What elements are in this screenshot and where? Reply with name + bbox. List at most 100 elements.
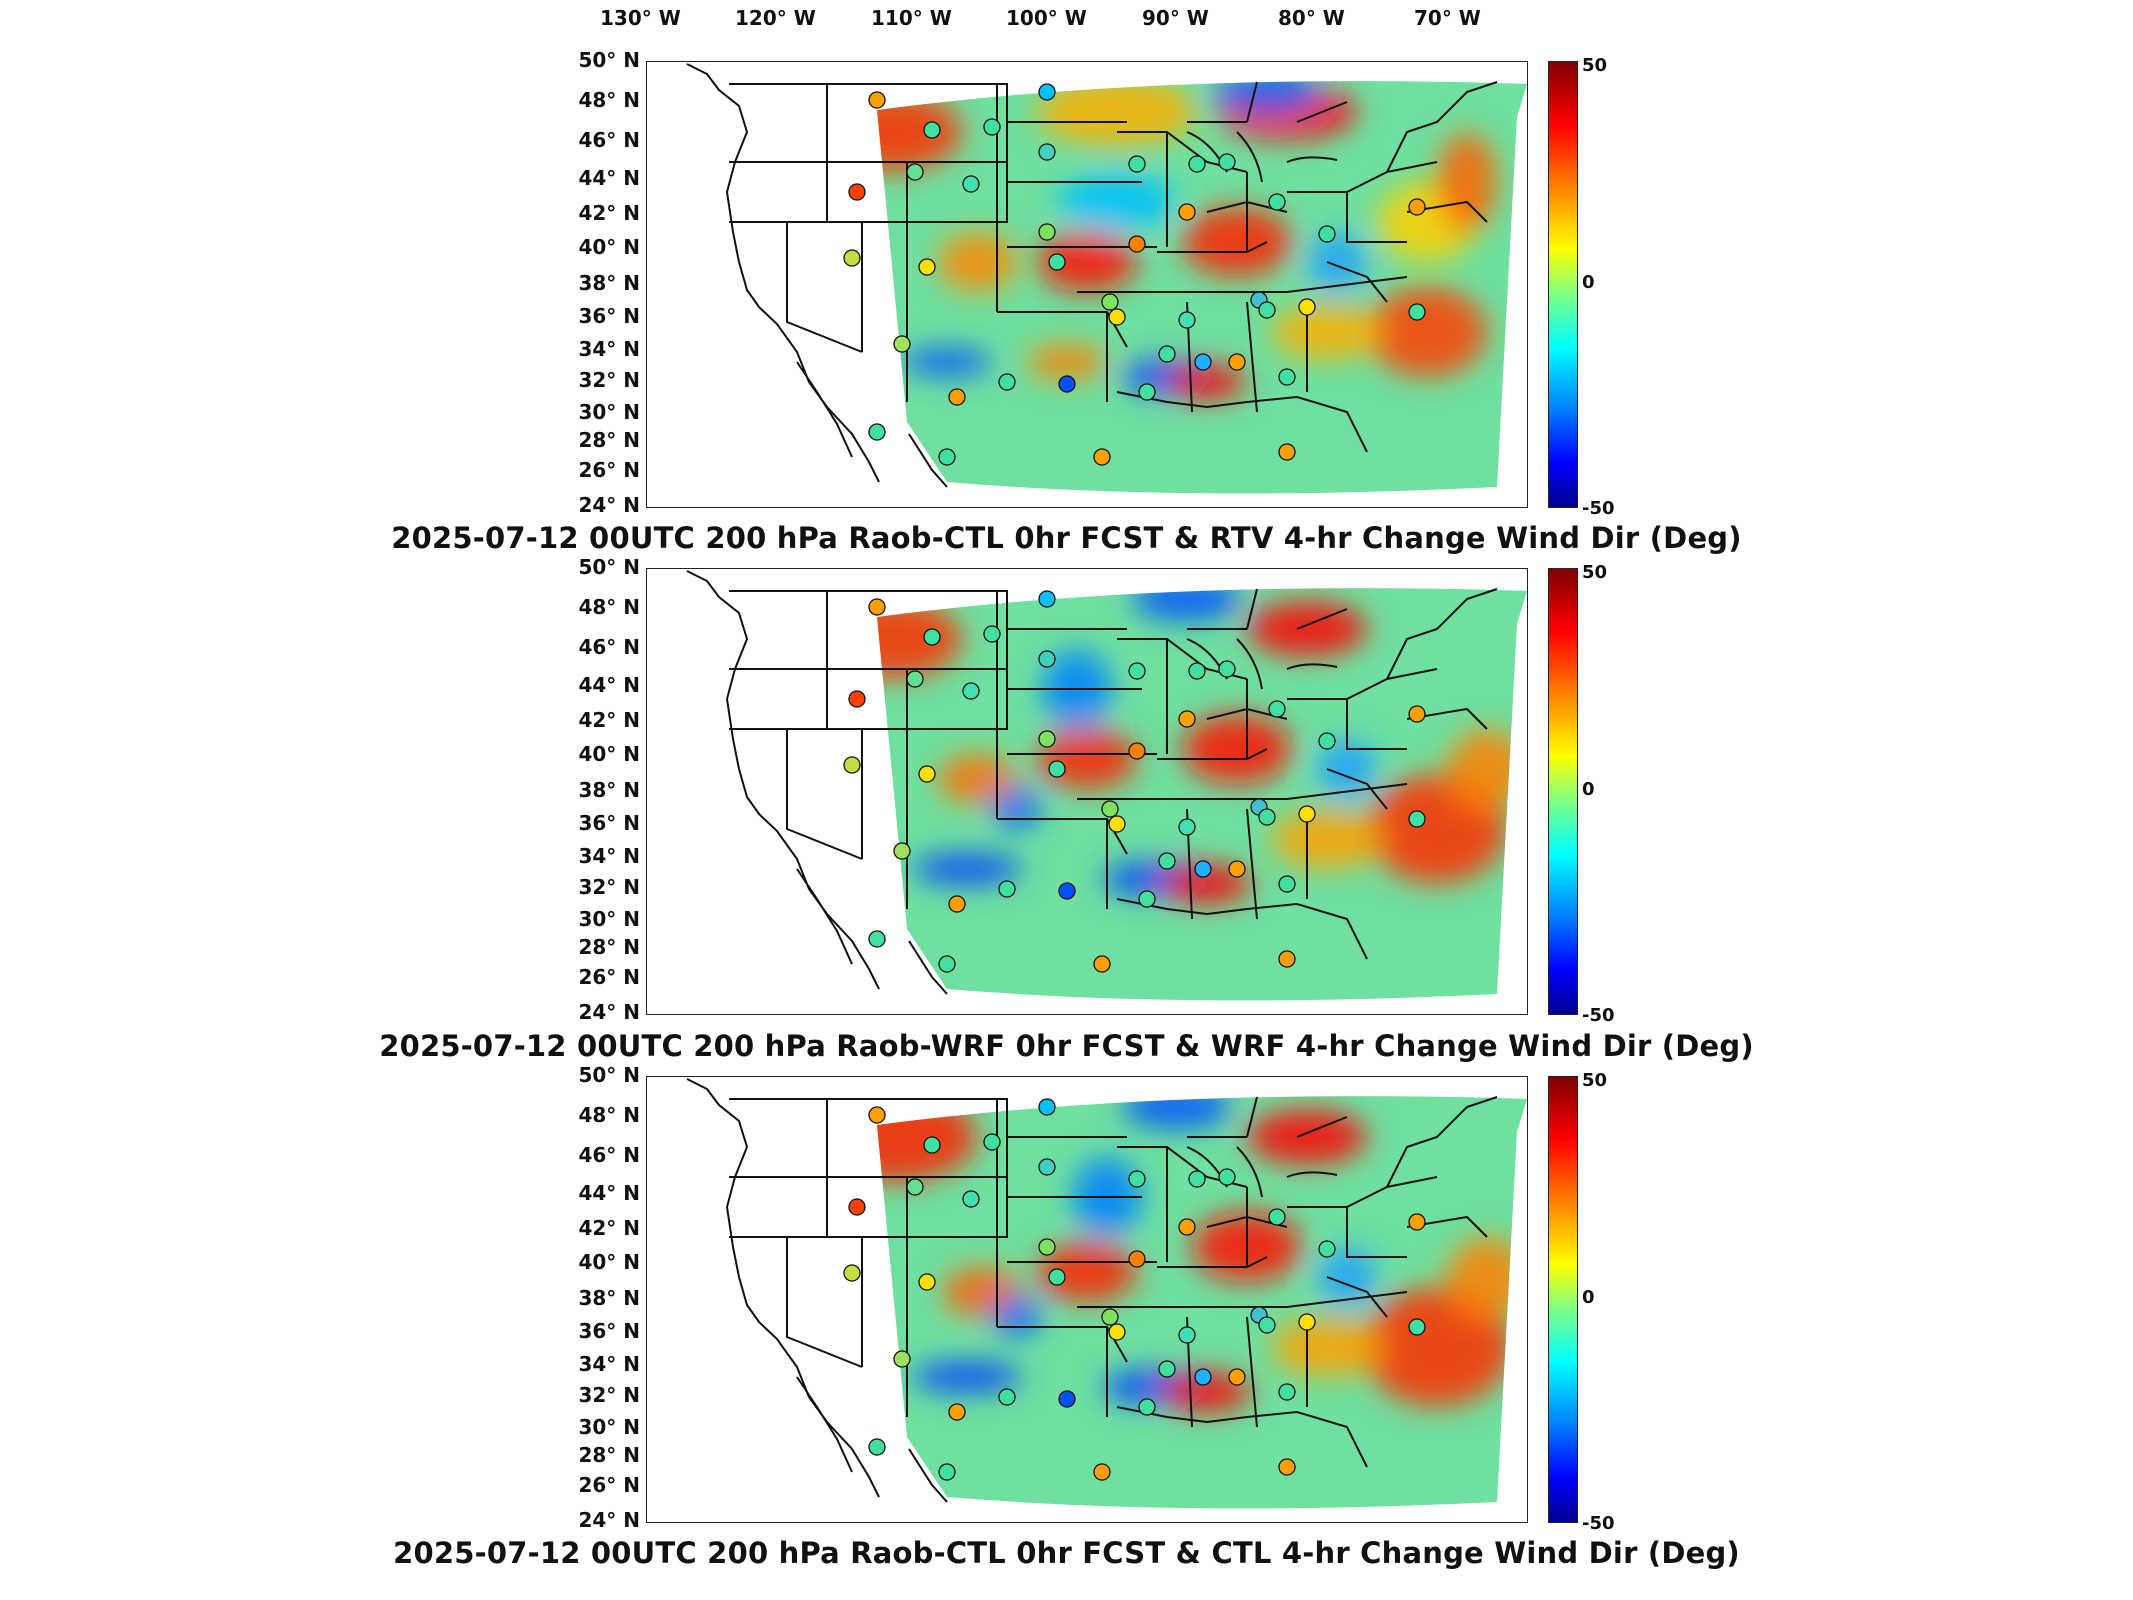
longitude-label: 70° W bbox=[1414, 6, 1481, 30]
raob-station-marker bbox=[1048, 1268, 1066, 1286]
anomaly-blob bbox=[1182, 207, 1292, 277]
raob-station-marker bbox=[1093, 1463, 1111, 1481]
anomaly-blob bbox=[1272, 1317, 1382, 1377]
raob-station-marker bbox=[1408, 705, 1426, 723]
raob-station-marker bbox=[1038, 223, 1056, 241]
state-line bbox=[826, 1099, 1008, 1237]
raob-station-marker bbox=[1278, 875, 1296, 893]
anomaly-blob bbox=[1037, 81, 1197, 147]
latitude-label: 38° N bbox=[578, 270, 640, 295]
longitude-label: 120° W bbox=[735, 6, 816, 30]
raob-station-marker bbox=[1038, 590, 1056, 608]
state-boundaries bbox=[686, 1078, 1498, 1503]
latitude-label: 44° N bbox=[578, 1180, 640, 1205]
state-line bbox=[1116, 1406, 1368, 1468]
raob-station-marker bbox=[1228, 1368, 1246, 1386]
coastline bbox=[686, 63, 948, 488]
anomaly-blob bbox=[1122, 1096, 1232, 1129]
anomaly-blob bbox=[877, 1096, 977, 1182]
colorbar-tick-label: -50 bbox=[1582, 1005, 1615, 1026]
latitude-label: 24° N bbox=[578, 493, 640, 517]
anomaly-blob bbox=[1247, 601, 1367, 657]
latitude-label: 36° N bbox=[578, 810, 640, 835]
raob-station-marker bbox=[868, 1438, 886, 1456]
state-line bbox=[1386, 81, 1498, 223]
raob-station-marker bbox=[938, 1463, 956, 1481]
latitude-label: 28° N bbox=[578, 428, 640, 453]
state-line bbox=[997, 818, 1128, 909]
raob-station-marker bbox=[843, 1264, 861, 1282]
latitude-label: 50° N bbox=[578, 48, 640, 72]
anomaly-blob bbox=[1437, 132, 1497, 232]
raob-station-marker bbox=[848, 183, 866, 201]
latitude-label: 24° N bbox=[578, 1000, 640, 1024]
latitude-label: 32° N bbox=[578, 368, 640, 393]
raob-station-marker bbox=[1048, 760, 1066, 778]
raob-station-marker bbox=[1108, 815, 1126, 833]
latitude-label: 28° N bbox=[578, 1443, 640, 1468]
raob-station-marker bbox=[1318, 1240, 1336, 1258]
raob-station-marker bbox=[1298, 298, 1316, 316]
raob-station-marker bbox=[1218, 660, 1236, 678]
raob-station-marker bbox=[906, 163, 924, 181]
raob-station-marker bbox=[918, 258, 936, 276]
state-line bbox=[826, 591, 1008, 729]
raob-station-marker bbox=[983, 1133, 1001, 1151]
raob-station-marker bbox=[918, 765, 936, 783]
latitude-label: 32° N bbox=[578, 1383, 640, 1408]
raob-station-marker bbox=[938, 955, 956, 973]
anomaly-blob bbox=[1317, 1247, 1377, 1307]
latitude-label: 40° N bbox=[578, 234, 640, 259]
raob-station-marker bbox=[1298, 1313, 1316, 1331]
latitude-label: 26° N bbox=[578, 457, 640, 482]
raob-station-marker bbox=[893, 335, 911, 353]
raob-station-marker bbox=[1408, 1213, 1426, 1231]
panel-title: 2025-07-12 00UTC 200 hPa Raob-WRF 0hr FC… bbox=[379, 1029, 1754, 1063]
anomaly-blob bbox=[1362, 1287, 1512, 1407]
raob-station-marker bbox=[1194, 353, 1212, 371]
colorbar-tick-label: 50 bbox=[1582, 1070, 1608, 1091]
latitude-label: 30° N bbox=[578, 906, 640, 931]
anomaly-blob bbox=[1447, 1237, 1527, 1317]
latitude-label: 36° N bbox=[578, 1318, 640, 1343]
raob-station-marker bbox=[868, 598, 886, 616]
raob-station-marker bbox=[918, 1273, 936, 1291]
longitude-label: 80° W bbox=[1278, 6, 1345, 30]
wind-direction-map bbox=[646, 61, 1528, 508]
raob-station-marker bbox=[1093, 448, 1111, 466]
anomaly-blob bbox=[1182, 714, 1292, 784]
raob-station-marker bbox=[1108, 1323, 1126, 1341]
raob-station-marker bbox=[1188, 662, 1206, 680]
state-line bbox=[729, 668, 908, 729]
raob-station-marker bbox=[948, 1403, 966, 1421]
analysis-field bbox=[877, 588, 1527, 1001]
raob-station-marker bbox=[1128, 235, 1146, 253]
raob-station-marker bbox=[1408, 810, 1426, 828]
raob-station-marker bbox=[1038, 83, 1056, 101]
raob-station-marker bbox=[962, 175, 980, 193]
wind-direction-map bbox=[646, 1076, 1528, 1523]
raob-station-marker bbox=[906, 670, 924, 688]
raob-stations bbox=[843, 83, 1426, 466]
state-line bbox=[997, 1326, 1128, 1417]
raob-station-marker bbox=[893, 842, 911, 860]
raob-station-marker bbox=[1408, 303, 1426, 321]
colorbar-tick-label: 0 bbox=[1582, 1286, 1595, 1308]
raob-station-marker bbox=[893, 1350, 911, 1368]
raob-station-marker bbox=[1138, 890, 1156, 908]
coastline bbox=[686, 1078, 948, 1503]
raob-stations bbox=[843, 1098, 1426, 1481]
latitude-label: 34° N bbox=[578, 336, 640, 361]
raob-station-marker bbox=[1138, 383, 1156, 401]
latitude-label: 42° N bbox=[578, 200, 640, 225]
latitude-label: 24° N bbox=[578, 1508, 640, 1532]
raob-station-marker bbox=[1194, 1368, 1212, 1386]
raob-station-marker bbox=[1058, 882, 1076, 900]
latitude-label: 44° N bbox=[578, 165, 640, 190]
analysis-field bbox=[877, 1096, 1527, 1509]
raob-station-marker bbox=[1128, 742, 1146, 760]
latitude-label: 42° N bbox=[578, 1215, 640, 1240]
colorbar bbox=[1548, 1076, 1578, 1523]
raob-station-marker bbox=[923, 628, 941, 646]
raob-station-marker bbox=[1058, 375, 1076, 393]
